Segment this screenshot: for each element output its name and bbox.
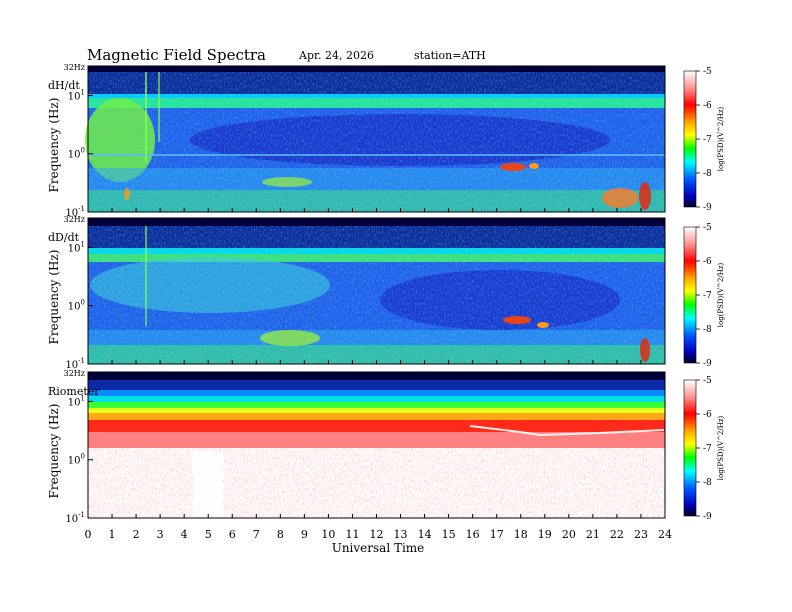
panel-dd-dt (87, 217, 666, 365)
x-axis-label: Universal Time (332, 541, 425, 555)
y-tick-label: 10-1 (65, 511, 85, 525)
y-tick-label: 101 (68, 88, 85, 102)
x-tick-label: 14 (418, 528, 432, 541)
y-axis-label: Frequency (Hz) (47, 98, 61, 193)
x-tick-label: 2 (133, 528, 140, 541)
x-tick-label: 12 (370, 528, 384, 541)
y-tick-label: 100 (68, 147, 85, 161)
colorbar-label: log(PSD)(V^2/Hz) (717, 262, 725, 327)
panel-axes: dH/dt Frequency (Hz) 32Hz 101 100 10-1 dD/dt Fr… (47, 63, 100, 525)
colorbar-tick-label: -7 (703, 291, 712, 301)
y-tick-label: 10-1 (65, 205, 85, 219)
x-tick-label: 13 (394, 528, 408, 541)
colorbar-tick-label: -6 (703, 257, 712, 267)
x-tick-label: 24 (658, 528, 672, 541)
colorbar-tick-label: -9 (703, 203, 712, 213)
y-tick-label: 100 (68, 299, 85, 313)
colorbar-label: log(PSD)(V^2/Hz) (717, 415, 725, 480)
panel-label: dD/dt (48, 231, 80, 244)
colorbar-tick-label: -8 (703, 478, 712, 488)
colorbar-tick-label: -9 (703, 512, 712, 522)
colorbar (683, 70, 697, 208)
x-axis: 0 1 2 3 4 5 6 7 8 9 10 11 12 13 14 15 16 17 18 19 20 21 22 23 24 (85, 208, 672, 541)
x-tick-label: 6 (229, 528, 236, 541)
colorbar-tick-label: -6 (703, 101, 712, 111)
x-tick-label: 15 (442, 528, 456, 541)
y-axis-label: Frequency (Hz) (47, 404, 61, 499)
colorbar-tick-label: -7 (703, 135, 712, 145)
x-tick-label: 11 (345, 528, 359, 541)
x-tick-label: 23 (634, 528, 648, 541)
x-tick-label: 19 (538, 528, 552, 541)
y-tick-label: 32Hz (64, 63, 85, 72)
x-tick-label: 7 (253, 528, 260, 541)
station-label: station=ATH (414, 49, 486, 62)
x-tick-label: 5 (205, 528, 212, 541)
panel-label: dH/dt (48, 79, 80, 92)
colorbar-tick-label: -7 (703, 444, 712, 454)
y-tick-label: 101 (68, 240, 85, 254)
x-tick-label: 1 (109, 528, 116, 541)
colorbar-tick-label: -5 (703, 376, 712, 386)
x-tick-label: 21 (586, 528, 600, 541)
figure-title: Magnetic Field Spectra (87, 46, 266, 64)
colorbar-label: log(PSD)(V^2/Hz) (717, 106, 725, 171)
y-tick-label: 32Hz (64, 369, 85, 378)
colorbar-tick-label: -5 (703, 223, 712, 233)
colorbar-tick-label: -9 (703, 359, 712, 369)
y-axis-label: Frequency (Hz) (47, 250, 61, 345)
x-tick-label: 18 (514, 528, 528, 541)
date-label: Apr. 24, 2026 (298, 49, 374, 62)
y-tick-label: 101 (68, 394, 85, 408)
x-tick-label: 10 (321, 528, 335, 541)
x-tick-label: 8 (277, 528, 284, 541)
panel-dh-dt (85, 65, 666, 213)
x-tick-label: 4 (181, 528, 188, 541)
x-tick-label: 3 (157, 528, 164, 541)
colorbar-tick-label: -8 (703, 169, 712, 179)
y-tick-label: 32Hz (64, 215, 85, 224)
colorbar-tick-label: -6 (703, 410, 712, 420)
x-tick-label: 0 (85, 528, 92, 541)
panel-label: Riometer (48, 385, 100, 398)
y-tick-label: 10-1 (65, 357, 85, 371)
colorbars: -5 -6 -7 -8 -9 log(PSD)(V^2/Hz) -5 -6 -7 -8 -9 log(… (683, 67, 725, 522)
colorbar (683, 226, 697, 364)
x-tick-label: 17 (490, 528, 504, 541)
x-tick-label: 20 (562, 528, 576, 541)
colorbar (683, 379, 697, 517)
colorbar-tick-label: -8 (703, 325, 712, 335)
panel-riometer (87, 371, 666, 519)
x-tick-label: 16 (466, 528, 480, 541)
x-tick-label: 9 (301, 528, 308, 541)
x-tick-label: 22 (610, 528, 624, 541)
y-tick-label: 100 (68, 453, 85, 467)
colorbar-tick-label: -5 (703, 67, 712, 77)
